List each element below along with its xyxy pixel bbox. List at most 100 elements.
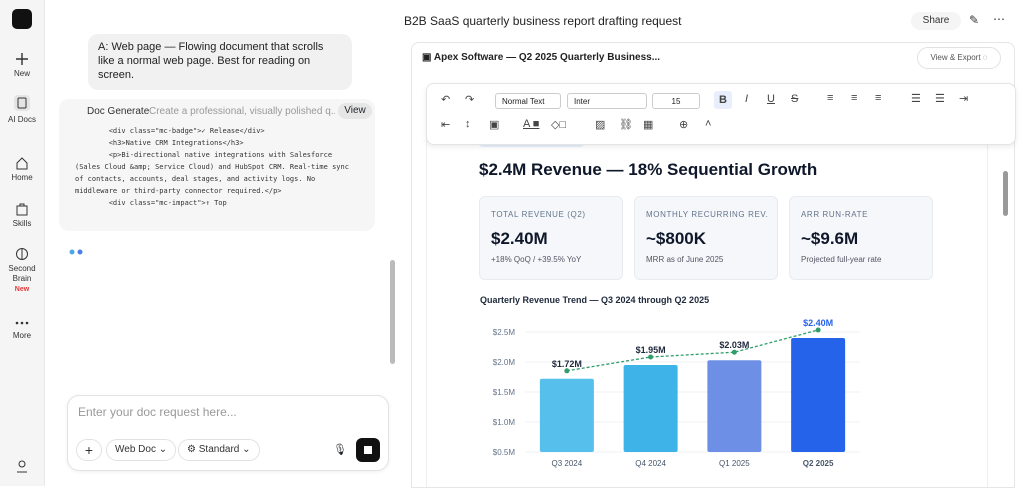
strike[interactable]: S [791,93,799,105]
style-select[interactable]: Normal Text [495,93,561,109]
icon [14,95,30,111]
italic[interactable]: I [745,93,749,105]
quality-label: Standard [198,444,240,455]
align-left[interactable]: ≡ [827,92,834,104]
link[interactable]: ⛓ [619,119,633,131]
trend-point [564,368,570,374]
code-line: <p>Bi-directional native integrations wi… [75,151,333,159]
trend-point [731,349,737,355]
share-button[interactable]: Share [911,12,961,30]
list-bullet[interactable]: ☰ [935,93,945,105]
x-tick-label: Q2 2025 [803,459,834,468]
list-numbered[interactable]: ☰ [911,93,921,105]
chart: $0.5M $1.0M $1.5M $2.0M $2.5M Q3 2024 Q4 2024 Q… [493,318,860,468]
attach-button[interactable]: + [76,439,102,461]
mic-button[interactable]: 🎙 [333,444,347,456]
mode-select[interactable]: Web Doc ⌄ [106,439,177,461]
kpi-note: +18% QoQ / +39.5% YoY [491,255,582,264]
loading-dots [69,249,83,255]
chat-scrollbar [389,40,395,370]
kpi-value: ~$9.6M [801,229,859,248]
image[interactable]: ▨ [595,119,606,131]
kpi-card: ARR RUN-RATE ~$9.6M Projected full-year ra… [789,196,933,280]
logo[interactable] [12,9,32,29]
doc-scrollbar[interactable] [1003,171,1008,216]
y-tick-label: $2.0M [493,358,516,367]
export-button[interactable]: View & Export ◌ [917,47,1001,69]
nav-label: New [13,69,30,78]
indent[interactable]: ⇥ [959,93,969,105]
trend-point [648,354,654,360]
size-input[interactable]: 15 [652,93,700,109]
bar [791,338,846,452]
doc-heading: $2.4M Revenue — 18% Sequential Growth [479,160,818,179]
nav-label: Second Brain [8,264,36,283]
bold[interactable]: B [714,91,732,109]
embed[interactable]: ▣ [489,119,500,131]
icon [15,321,29,325]
view-button[interactable]: View [338,103,372,119]
chart-title: Quarterly Revenue Trend — Q3 2024 throug… [480,295,710,305]
kpi-card: MONTHLY RECURRING REV. ~$800K MRR as of Ju… [634,196,778,280]
underline[interactable]: U [767,93,775,105]
nav-label: AI Docs [7,115,36,124]
quality-select[interactable]: ⚙ Standard ⌄ [178,439,260,461]
outdent[interactable]: ⇤ [441,119,451,131]
scroll-thumb[interactable] [390,260,395,364]
redo[interactable]: ↷ [465,94,475,106]
document-title: ▣ Apex Software — Q2 2025 Quarterly Busi… [422,52,661,63]
kpi-note: MRR as of June 2025 [646,255,724,264]
nav-more[interactable]: More [0,318,44,340]
icon [16,53,28,65]
kpi-value: $2.40M [491,229,548,248]
undo[interactable]: ↶ [441,94,451,106]
document-title-text: Apex Software — Q2 2025 Quarterly Busine… [433,52,661,63]
nav-ai-docs[interactable]: AI Docs [0,94,44,124]
insert[interactable]: ⊕ [679,119,689,131]
nav-new[interactable]: New [0,52,44,78]
nav-home[interactable]: Home [0,156,44,182]
text-color[interactable]: A ■ [523,118,540,130]
code-line: <div class="mc-impact">↑ Top [75,199,227,207]
bar [707,360,762,452]
stop-button[interactable] [356,438,380,462]
nav-skills[interactable]: Skills [0,202,44,228]
nav-label: More [12,331,32,340]
badge: New [14,286,30,293]
kpi-label: MONTHLY RECURRING REV. [646,210,769,219]
sidebar: New AI Docs Home Skills Second Brain New … [0,0,45,486]
font-select[interactable]: Inter [567,93,647,109]
chat-message: A: Web page — Flowing document that scro… [88,34,352,90]
kpi-value: ~$800K [646,229,707,248]
table[interactable]: ▦ [643,119,654,131]
nav-second-brain[interactable]: Second Brain New [0,247,44,295]
line-height[interactable]: ↕ [465,118,471,130]
profile-icon[interactable] [14,458,30,474]
conversation-title: B2B SaaS quarterly business report draft… [404,14,682,28]
x-tick-label: Q3 2024 [552,459,583,468]
input-box[interactable]: Enter your doc request here... + Web Doc… [67,395,389,471]
code-line: <h3>Native CRM Integrations</h3> [75,139,244,147]
edit-button[interactable]: ✎ [969,13,980,27]
y-tick-label: $2.5M [493,328,516,337]
y-tick-label: $1.0M [493,418,516,427]
trend-point [815,327,821,333]
y-tick-label: $0.5M [493,448,516,457]
card-description: Create a professional, visually polished… [149,106,335,117]
collapse[interactable]: ˄ [705,118,712,130]
align-center[interactable]: ≡ [851,92,858,104]
highlight[interactable]: ◇□ [551,119,567,131]
bar [539,378,594,452]
nav-label: Home [11,173,33,182]
card-title: Doc Generate [87,106,150,117]
code-line: <div class="mc-badge">✓ Release</div> [75,127,265,135]
align-right[interactable]: ≡ [875,92,882,104]
more-button[interactable]: ⋯ [993,12,1005,26]
icon [16,203,28,216]
kpi-note: Projected full-year rate [801,255,882,264]
value-label: $1.95M [636,345,666,355]
code-block: <div class="mc-badge">✓ Release</div> <h… [75,125,349,209]
icon [16,248,28,260]
